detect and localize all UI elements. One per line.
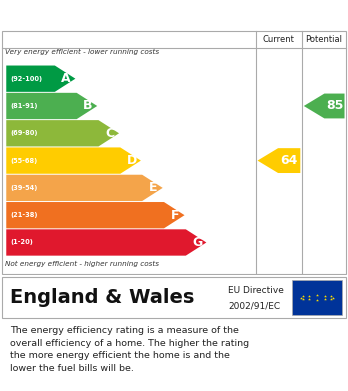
Polygon shape [6, 202, 184, 228]
Text: E: E [149, 181, 158, 194]
Text: D: D [127, 154, 137, 167]
Text: The energy efficiency rating is a measure of the
overall efficiency of a home. T: The energy efficiency rating is a measur… [10, 326, 250, 373]
Text: (69-80): (69-80) [10, 130, 38, 136]
Polygon shape [304, 93, 345, 118]
Text: Potential: Potential [306, 35, 342, 44]
Text: C: C [105, 127, 114, 140]
Polygon shape [6, 230, 206, 256]
Text: Very energy efficient - lower running costs: Very energy efficient - lower running co… [5, 49, 159, 55]
Polygon shape [6, 93, 97, 119]
Polygon shape [6, 66, 76, 92]
Polygon shape [6, 147, 141, 174]
Polygon shape [6, 175, 163, 201]
Text: England & Wales: England & Wales [10, 288, 195, 307]
Text: (39-54): (39-54) [10, 185, 38, 191]
Text: B: B [83, 99, 93, 113]
Text: EU Directive: EU Directive [228, 286, 284, 295]
Text: Current: Current [263, 35, 295, 44]
Text: A: A [61, 72, 71, 85]
Text: (81-91): (81-91) [10, 103, 38, 109]
Polygon shape [6, 120, 119, 147]
Text: (92-100): (92-100) [10, 76, 42, 82]
Text: 64: 64 [280, 154, 298, 167]
Text: (55-68): (55-68) [10, 158, 38, 163]
Text: Not energy efficient - higher running costs: Not energy efficient - higher running co… [5, 261, 159, 267]
Text: F: F [171, 209, 180, 222]
Text: 85: 85 [326, 99, 343, 113]
Text: 2002/91/EC: 2002/91/EC [228, 301, 280, 310]
Polygon shape [258, 148, 300, 173]
Text: Energy Efficiency Rating: Energy Efficiency Rating [10, 7, 220, 23]
Text: (21-38): (21-38) [10, 212, 38, 218]
Text: (1-20): (1-20) [10, 239, 33, 246]
Text: G: G [192, 236, 202, 249]
Bar [292, 280, 342, 315]
